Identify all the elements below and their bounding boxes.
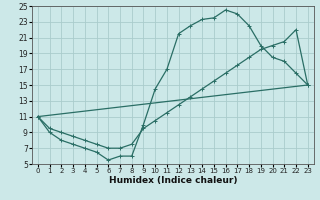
X-axis label: Humidex (Indice chaleur): Humidex (Indice chaleur) bbox=[108, 176, 237, 185]
